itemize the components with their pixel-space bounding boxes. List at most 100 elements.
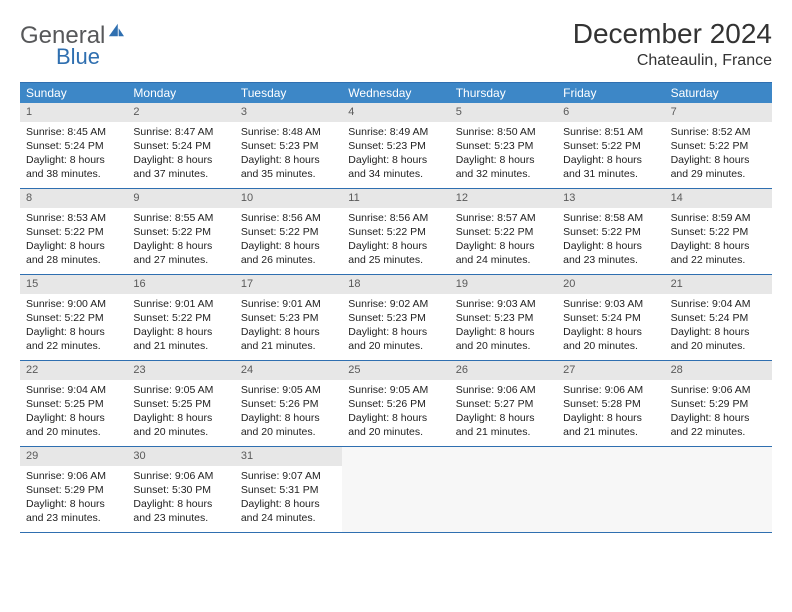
calendar-cell: 11Sunrise: 8:56 AMSunset: 5:22 PMDayligh… <box>342 189 449 275</box>
sunrise-text: Sunrise: 9:06 AM <box>456 383 551 397</box>
calendar-cell: 17Sunrise: 9:01 AMSunset: 5:23 PMDayligh… <box>235 275 342 361</box>
day-number: 6 <box>557 103 664 122</box>
daylight-line2: and 21 minutes. <box>456 425 551 439</box>
day-details: Sunrise: 8:57 AMSunset: 5:22 PMDaylight:… <box>450 208 557 274</box>
daylight-line2: and 22 minutes. <box>671 253 766 267</box>
sunrise-text: Sunrise: 9:04 AM <box>671 297 766 311</box>
sunset-text: Sunset: 5:23 PM <box>241 311 336 325</box>
calendar-cell: 14Sunrise: 8:59 AMSunset: 5:22 PMDayligh… <box>665 189 772 275</box>
sunset-text: Sunset: 5:22 PM <box>563 139 658 153</box>
day-number: 28 <box>665 361 772 380</box>
daylight-line1: Daylight: 8 hours <box>26 239 121 253</box>
day-number: 14 <box>665 189 772 208</box>
daylight-line1: Daylight: 8 hours <box>26 411 121 425</box>
sunrise-text: Sunrise: 8:56 AM <box>348 211 443 225</box>
day-header: Thursday <box>450 83 557 103</box>
day-details: Sunrise: 9:04 AMSunset: 5:24 PMDaylight:… <box>665 294 772 360</box>
sunrise-text: Sunrise: 9:05 AM <box>133 383 228 397</box>
sunrise-text: Sunrise: 8:49 AM <box>348 125 443 139</box>
calendar-cell: 25Sunrise: 9:05 AMSunset: 5:26 PMDayligh… <box>342 361 449 447</box>
sunrise-text: Sunrise: 8:51 AM <box>563 125 658 139</box>
daylight-line2: and 38 minutes. <box>26 167 121 181</box>
sunrise-text: Sunrise: 9:02 AM <box>348 297 443 311</box>
sunrise-text: Sunrise: 8:57 AM <box>456 211 551 225</box>
sunrise-text: Sunrise: 8:53 AM <box>26 211 121 225</box>
sunset-text: Sunset: 5:27 PM <box>456 397 551 411</box>
calendar-cell: 13Sunrise: 8:58 AMSunset: 5:22 PMDayligh… <box>557 189 664 275</box>
sunrise-text: Sunrise: 9:06 AM <box>133 469 228 483</box>
sunset-text: Sunset: 5:24 PM <box>26 139 121 153</box>
day-header: Monday <box>127 83 234 103</box>
calendar-cell: 22Sunrise: 9:04 AMSunset: 5:25 PMDayligh… <box>20 361 127 447</box>
day-details: Sunrise: 8:45 AMSunset: 5:24 PMDaylight:… <box>20 122 127 188</box>
calendar-cell: 21Sunrise: 9:04 AMSunset: 5:24 PMDayligh… <box>665 275 772 361</box>
sunset-text: Sunset: 5:23 PM <box>348 139 443 153</box>
daylight-line1: Daylight: 8 hours <box>671 411 766 425</box>
daylight-line1: Daylight: 8 hours <box>241 153 336 167</box>
sunset-text: Sunset: 5:29 PM <box>26 483 121 497</box>
day-number: 23 <box>127 361 234 380</box>
day-details: Sunrise: 9:05 AMSunset: 5:26 PMDaylight:… <box>342 380 449 446</box>
sunrise-text: Sunrise: 8:56 AM <box>241 211 336 225</box>
sunset-text: Sunset: 5:23 PM <box>456 311 551 325</box>
daylight-line2: and 20 minutes. <box>348 339 443 353</box>
daylight-line1: Daylight: 8 hours <box>671 239 766 253</box>
day-number: 8 <box>20 189 127 208</box>
day-number: 25 <box>342 361 449 380</box>
day-details: Sunrise: 9:06 AMSunset: 5:28 PMDaylight:… <box>557 380 664 446</box>
day-details: Sunrise: 8:48 AMSunset: 5:23 PMDaylight:… <box>235 122 342 188</box>
daylight-line1: Daylight: 8 hours <box>563 153 658 167</box>
day-number: 7 <box>665 103 772 122</box>
daylight-line2: and 22 minutes. <box>26 339 121 353</box>
sunset-text: Sunset: 5:22 PM <box>671 225 766 239</box>
daylight-line2: and 20 minutes. <box>133 425 228 439</box>
sunset-text: Sunset: 5:23 PM <box>241 139 336 153</box>
day-number: 2 <box>127 103 234 122</box>
daylight-line2: and 25 minutes. <box>348 253 443 267</box>
day-number: 22 <box>20 361 127 380</box>
daylight-line1: Daylight: 8 hours <box>348 153 443 167</box>
day-details: Sunrise: 8:49 AMSunset: 5:23 PMDaylight:… <box>342 122 449 188</box>
daylight-line1: Daylight: 8 hours <box>241 497 336 511</box>
day-details: Sunrise: 8:56 AMSunset: 5:22 PMDaylight:… <box>342 208 449 274</box>
daylight-line2: and 20 minutes. <box>348 425 443 439</box>
sunset-text: Sunset: 5:31 PM <box>241 483 336 497</box>
day-details: Sunrise: 9:03 AMSunset: 5:23 PMDaylight:… <box>450 294 557 360</box>
day-number: 20 <box>557 275 664 294</box>
sunset-text: Sunset: 5:28 PM <box>563 397 658 411</box>
daylight-line1: Daylight: 8 hours <box>26 497 121 511</box>
calendar-cell: 18Sunrise: 9:02 AMSunset: 5:23 PMDayligh… <box>342 275 449 361</box>
calendar-cell: 9Sunrise: 8:55 AMSunset: 5:22 PMDaylight… <box>127 189 234 275</box>
day-header: Friday <box>557 83 664 103</box>
sunrise-text: Sunrise: 9:05 AM <box>348 383 443 397</box>
daylight-line2: and 24 minutes. <box>456 253 551 267</box>
sunrise-text: Sunrise: 8:55 AM <box>133 211 228 225</box>
day-details: Sunrise: 9:06 AMSunset: 5:29 PMDaylight:… <box>20 466 127 532</box>
sunset-text: Sunset: 5:24 PM <box>671 311 766 325</box>
sunset-text: Sunset: 5:22 PM <box>456 225 551 239</box>
daylight-line1: Daylight: 8 hours <box>456 153 551 167</box>
daylight-line1: Daylight: 8 hours <box>133 239 228 253</box>
daylight-line1: Daylight: 8 hours <box>133 411 228 425</box>
daylight-line1: Daylight: 8 hours <box>241 239 336 253</box>
sunrise-text: Sunrise: 9:01 AM <box>241 297 336 311</box>
day-header: Saturday <box>665 83 772 103</box>
day-number: 1 <box>20 103 127 122</box>
daylight-line1: Daylight: 8 hours <box>671 325 766 339</box>
day-number: 30 <box>127 447 234 466</box>
day-number: 19 <box>450 275 557 294</box>
day-details: Sunrise: 8:56 AMSunset: 5:22 PMDaylight:… <box>235 208 342 274</box>
header: GeneralBlue December 2024 Chateaulin, Fr… <box>20 18 772 72</box>
calendar-cell: 19Sunrise: 9:03 AMSunset: 5:23 PMDayligh… <box>450 275 557 361</box>
sunrise-text: Sunrise: 9:05 AM <box>241 383 336 397</box>
daylight-line2: and 20 minutes. <box>671 339 766 353</box>
day-number: 10 <box>235 189 342 208</box>
daylight-line1: Daylight: 8 hours <box>563 239 658 253</box>
calendar-cell: 31Sunrise: 9:07 AMSunset: 5:31 PMDayligh… <box>235 447 342 533</box>
location: Chateaulin, France <box>573 52 772 70</box>
sunset-text: Sunset: 5:22 PM <box>26 311 121 325</box>
daylight-line1: Daylight: 8 hours <box>456 411 551 425</box>
day-details: Sunrise: 9:03 AMSunset: 5:24 PMDaylight:… <box>557 294 664 360</box>
sunrise-text: Sunrise: 8:50 AM <box>456 125 551 139</box>
day-number: 15 <box>20 275 127 294</box>
